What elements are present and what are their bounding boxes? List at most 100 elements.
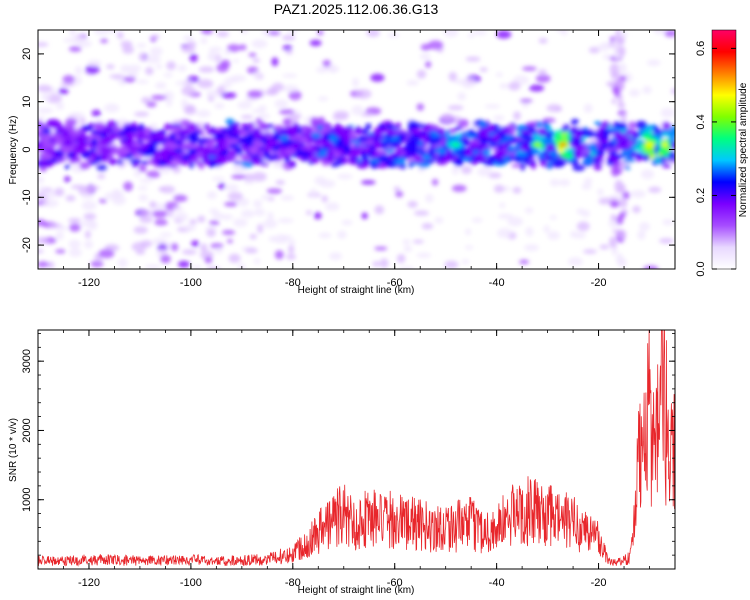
spectrogram-cell — [132, 162, 138, 169]
spectrogram-cell — [198, 163, 205, 170]
spectrogram-cell — [403, 245, 413, 253]
spectrogram-cell — [466, 148, 472, 155]
spectrogram-cell — [609, 200, 620, 208]
spectrogram-cell — [519, 144, 529, 152]
spectrogram-cell — [197, 215, 206, 223]
spectrogram-cell — [554, 107, 563, 112]
spectrogram-cell — [499, 202, 506, 208]
spectrogram-cell — [83, 213, 97, 220]
spectrogram-cell — [248, 52, 257, 58]
spectrogram-cell — [640, 169, 655, 180]
spectrogram-cell — [310, 117, 319, 126]
spectrogram-cell — [396, 253, 406, 264]
spectrogram-cell — [622, 136, 632, 143]
spectrogram-cell — [499, 131, 508, 140]
spectrogram-cell — [285, 49, 293, 55]
spectrogram-cell — [646, 59, 661, 67]
spectrogram-cell — [221, 229, 236, 236]
spectrogram-cell — [610, 126, 621, 133]
spectrogram-cell — [204, 256, 213, 264]
spectrogram-cell — [524, 207, 534, 214]
spectrogram-cell — [68, 45, 82, 53]
spectrogram-cell — [280, 195, 295, 201]
spectrogram-cell — [84, 240, 94, 249]
spectrogram-cell — [228, 138, 239, 145]
spectrogram-cell — [407, 157, 415, 163]
spectrogram-cell — [644, 127, 654, 135]
spectrogram-cell — [131, 242, 147, 252]
spectrogram-cell — [106, 120, 119, 128]
spectrogram-cell — [38, 219, 47, 227]
spectrogram-cell — [349, 139, 360, 144]
spectrogram-cell — [567, 257, 583, 267]
spectrogram-cell — [494, 152, 507, 159]
spectrogram-cell — [133, 169, 142, 178]
spectrogram-cell — [443, 30, 459, 38]
spectrogram-cell — [231, 174, 247, 180]
spectrogram-cell — [47, 261, 55, 269]
spectrogram-cell — [468, 128, 476, 136]
spectrogram-cell — [621, 191, 631, 200]
spectrogram-cell — [465, 56, 481, 62]
spectrogram-cell — [410, 122, 423, 129]
spectrogram-cell — [543, 225, 550, 233]
spectrogram-cell — [285, 140, 296, 145]
spectrogram-cell — [440, 113, 455, 122]
spectrogram-cell — [570, 118, 580, 126]
spectrogram-cell — [207, 148, 220, 157]
spectrogram-cell — [145, 55, 161, 64]
spectrogram-cell — [661, 149, 669, 157]
spectrogram-cell — [519, 259, 530, 265]
spectrogram-cell — [42, 140, 55, 150]
spectrogram-cell — [136, 43, 147, 48]
spectrogram-y-tick-label: 20 — [21, 48, 33, 60]
spectrogram-cell — [209, 46, 223, 53]
spectrogram-cell — [202, 146, 211, 153]
spectrogram-cell — [603, 54, 611, 60]
spectrogram-cell — [397, 132, 404, 138]
spectrogram-cell — [85, 64, 100, 75]
spectrogram-cell — [617, 257, 627, 268]
spectrogram-cell — [484, 104, 501, 109]
spectrogram-x-tick-label: -100 — [180, 277, 202, 289]
spectrogram-cell — [477, 127, 490, 134]
spectrogram-cell — [664, 30, 675, 37]
spectrogram-cell — [216, 85, 226, 95]
spectrogram-cell — [175, 80, 191, 86]
spectrogram-cell — [134, 111, 149, 117]
spectrogram-cell — [149, 46, 163, 56]
spectrogram-cell — [227, 149, 237, 157]
spectrogram-cell — [259, 162, 270, 167]
spectrogram-cell — [214, 102, 225, 110]
spectrogram-cell — [318, 232, 332, 239]
spectrogram-cell — [321, 195, 329, 203]
spectrogram-cell — [421, 223, 434, 230]
spectrogram-cell — [378, 123, 385, 130]
spectrogram-cell — [249, 233, 257, 240]
spectrogram-cell — [253, 258, 261, 264]
spectrogram-cell — [499, 83, 509, 90]
spectrogram-cell — [538, 37, 548, 44]
spectrogram-cell — [145, 126, 153, 133]
spectrogram-cell — [325, 158, 335, 163]
spectrogram-cell — [252, 58, 261, 63]
spectrogram-cell — [282, 34, 296, 41]
spectrogram-cell — [227, 191, 243, 201]
spectrogram-cell — [597, 188, 604, 196]
spectrogram-cell — [197, 79, 214, 89]
spectrogram-cell — [139, 216, 153, 224]
spectrogram-cell — [669, 125, 675, 132]
spectrogram-cell — [306, 142, 312, 150]
spectrogram-cell — [368, 135, 377, 141]
spectrogram-cell — [499, 127, 512, 134]
spectrogram-cell — [417, 141, 425, 147]
spectrogram-cell — [628, 121, 637, 130]
spectrogram-cell — [224, 201, 238, 207]
spectrogram-cell — [103, 137, 114, 144]
spectrogram-cell — [374, 246, 388, 251]
spectrogram-cell — [508, 81, 521, 91]
spectrogram-peak — [646, 142, 653, 147]
spectrogram-cell — [471, 217, 483, 223]
spectrogram-cell — [87, 157, 94, 163]
spectrogram-x-tick-label: -120 — [78, 277, 100, 289]
